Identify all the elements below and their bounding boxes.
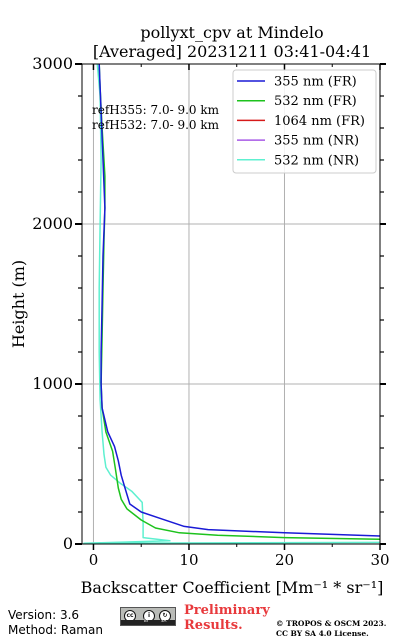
y-tick-label: 3000: [32, 54, 73, 73]
x-tick-label: 20: [275, 551, 294, 569]
x-tick-label: 0: [89, 551, 99, 569]
preliminary-line-2: Results.: [184, 618, 243, 633]
tick-labels: 0 10 20 30 0 1000 2000 3000: [32, 54, 389, 569]
method-text: Method: Raman: [8, 623, 103, 637]
legend-label-3: 355 nm (NR): [274, 134, 359, 149]
copyright-line-1: © TROPOS & OSCM 2023.: [276, 619, 387, 628]
plot-area-frame: [81, 63, 381, 545]
series-lines: [83, 64, 380, 544]
x-tick-label: 10: [179, 551, 198, 569]
by-label: BY: [144, 618, 149, 623]
x-axis-label: Backscatter Coefficient [Mm⁻¹ * sr⁻¹]: [81, 578, 384, 597]
legend-label-0: 355 nm (FR): [274, 75, 357, 90]
series-line-0: [98, 64, 380, 537]
legend-label-2: 1064 nm (FR): [274, 114, 365, 129]
annotation-refh532: refH532: 7.0- 9.0 km: [92, 118, 220, 132]
annotation-refh355: refH355: 7.0- 9.0 km: [92, 103, 220, 117]
x-tick-label: 30: [370, 551, 389, 569]
preliminary-results-notice: Preliminary Results.: [184, 603, 270, 633]
legend-label-1: 532 nm (FR): [274, 94, 357, 109]
copyright-line-2: CC BY SA 4.0 License.: [276, 629, 369, 638]
chart-legend: 355 nm (FR) 532 nm (FR) 1064 nm (FR) 355 nm…: [232, 69, 377, 174]
y-tick-label: 2000: [32, 214, 73, 233]
y-tick-label: 0: [63, 534, 73, 553]
sa-label: SA: [161, 618, 167, 623]
license-badge-strip: BY SA: [121, 618, 175, 625]
y-axis-label: Height (m): [9, 260, 28, 348]
legend-label-4: 532 nm (NR): [274, 153, 359, 168]
series-line-4: [83, 64, 380, 544]
chart-title-line-2: [Averaged] 20231211 03:41-04:41: [93, 42, 371, 61]
copyright-notice: © TROPOS & OSCM 2023. CC BY SA 4.0 Licen…: [276, 619, 386, 639]
legend-frame: [232, 69, 377, 174]
cc-by-sa-license-icon: cc i ↻ BY SA: [120, 607, 176, 626]
version-text: Version: 3.6: [8, 608, 80, 622]
axis-ticks: [75, 63, 386, 550]
y-tick-label: 1000: [32, 374, 73, 393]
preliminary-line-1: Preliminary: [184, 603, 270, 618]
chart-title-line-1: pollyxt_cpv at Mindelo: [140, 23, 323, 42]
